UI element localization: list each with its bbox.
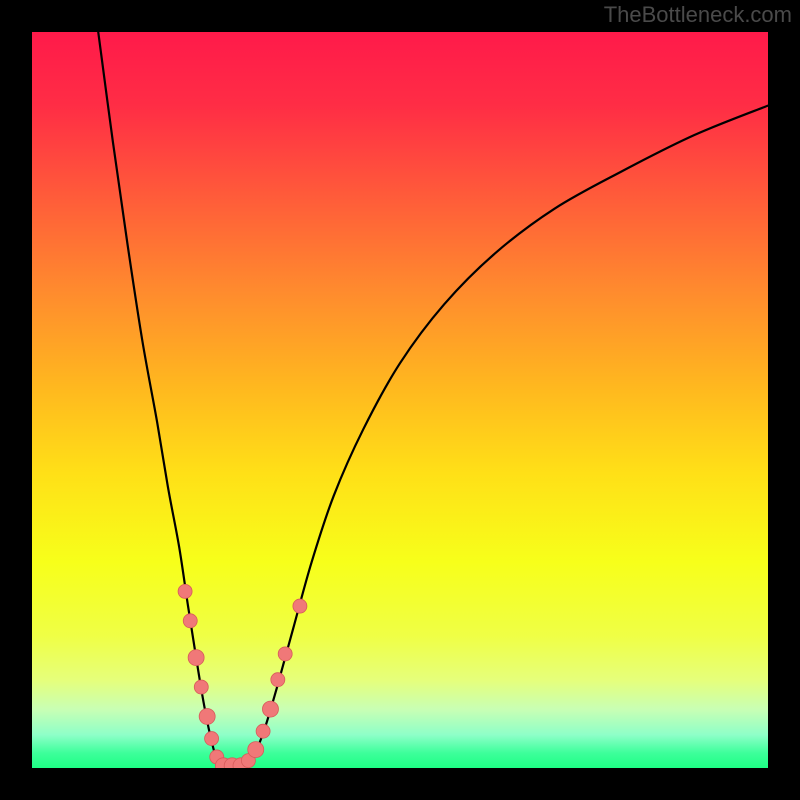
- data-marker: [178, 584, 192, 598]
- data-marker: [262, 701, 278, 717]
- data-marker: [293, 599, 307, 613]
- data-marker: [256, 724, 270, 738]
- data-marker: [248, 742, 264, 758]
- data-marker: [278, 647, 292, 661]
- watermark-label: TheBottleneck.com: [604, 2, 792, 28]
- data-marker: [188, 650, 204, 666]
- data-marker: [271, 673, 285, 687]
- bottleneck-chart: [0, 0, 800, 800]
- chart-frame: TheBottleneck.com: [0, 0, 800, 800]
- gradient-background: [32, 32, 768, 768]
- data-marker: [205, 732, 219, 746]
- data-marker: [194, 680, 208, 694]
- data-marker: [199, 708, 215, 724]
- data-marker: [183, 614, 197, 628]
